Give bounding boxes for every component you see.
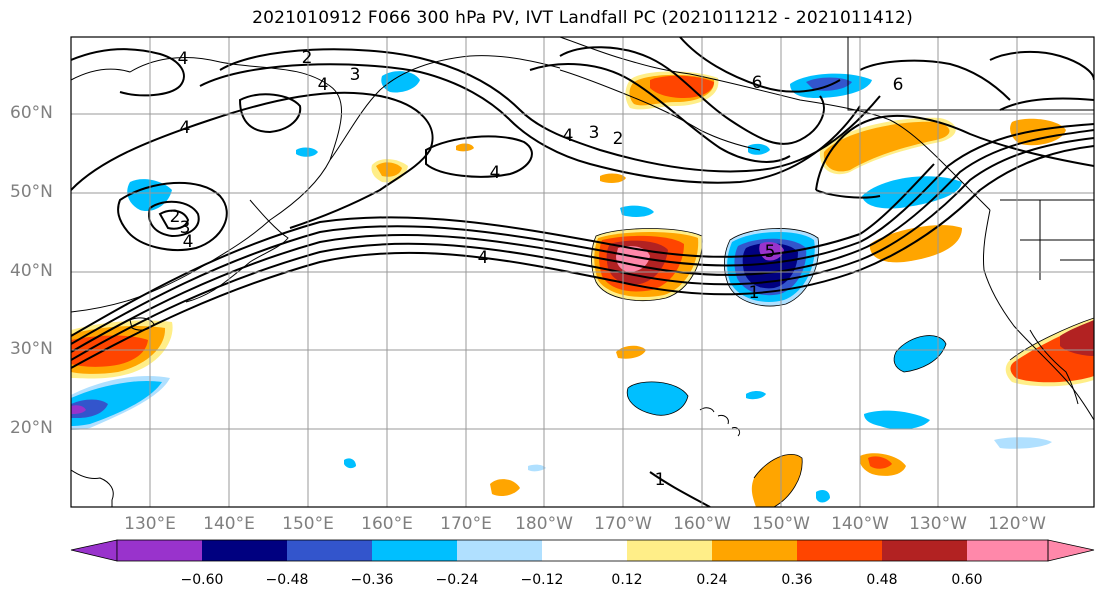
lat-label: 30°N (10, 339, 53, 359)
colorbar-bin (712, 540, 797, 561)
lat-label: 40°N (10, 261, 53, 281)
contour-label: 2 (302, 48, 313, 68)
colorbar-bin (797, 540, 882, 561)
lon-label: 130°W (909, 514, 967, 534)
lon-label: 170°E (440, 514, 492, 534)
colorbar-bin (627, 540, 712, 561)
contour-label: 4 (183, 232, 194, 252)
contour-label: 3 (350, 65, 361, 85)
colorbar-tick-label: 0.36 (781, 572, 813, 588)
contour-label: 3 (180, 218, 191, 238)
colorbar-tick-label: 0.12 (611, 572, 643, 588)
contour-label: 3 (589, 123, 600, 143)
lon-label: 170°W (594, 514, 652, 534)
colorbar-extend-high (1047, 539, 1095, 562)
colorbar-tick-label: 0.48 (866, 572, 898, 588)
colorbar-tick-label: 0.60 (951, 572, 983, 588)
contour-label: 5 (765, 242, 776, 262)
anomaly-positive-ca-offshore (869, 225, 962, 263)
colorbar-bin (457, 540, 542, 561)
contour-label: 4 (490, 163, 501, 183)
lon-label: 120°W (988, 514, 1046, 534)
contour-label: 1 (655, 470, 666, 490)
contour-label: 4 (478, 248, 489, 268)
map-frame (70, 36, 1095, 508)
lon-label: 150°E (282, 514, 334, 534)
map-title: 2021010912 F066 300 hPa PV, IVT Landfall… (252, 8, 913, 28)
colorbar-bin (117, 540, 202, 561)
anomaly-positive-bering (625, 71, 719, 110)
contour-label: 2 (170, 207, 181, 227)
anomaly-negative-centralpac (724, 228, 819, 306)
anomaly-negative-okhotsk (381, 71, 420, 93)
colorbar-bin (967, 540, 1048, 561)
contour-label: 4 (180, 118, 191, 138)
anomaly-negative-subtrop-east (894, 335, 946, 372)
lon-label: 160°E (361, 514, 413, 534)
colorbar-tick-label: −0.24 (435, 572, 479, 588)
colorbar-bin (882, 540, 967, 561)
colorbar-tick-label: 0.24 (696, 572, 728, 588)
contour-label: 4 (178, 49, 189, 69)
colorbar-tick-label: −0.48 (265, 572, 309, 588)
lon-label: 130°E (124, 514, 176, 534)
lat-label: 20°N (10, 418, 53, 438)
anomaly-negative-westpac (71, 375, 170, 430)
contour-label: 4 (563, 126, 574, 146)
contour-label: 6 (752, 73, 763, 93)
colorbar-tick-label: −0.12 (520, 572, 564, 588)
colorbar-bin (202, 540, 287, 561)
ivt-contour-outlines (591, 228, 1094, 507)
colorbar-tick-label: −0.36 (350, 572, 394, 588)
contour-label-group: 2 3 4 4 4 6 6 4 3 2 4 4 3 2 5 4 1 1 (170, 48, 904, 490)
lon-label: 150°W (752, 514, 810, 534)
colorbar-extend-low (70, 539, 118, 562)
lon-label: 160°W (673, 514, 731, 534)
colorbar-bin (372, 540, 457, 561)
graticule (71, 37, 1094, 507)
colorbar-bin (287, 540, 372, 561)
contour-label: 1 (749, 283, 760, 303)
anomaly-positive-baja (1005, 318, 1094, 387)
colorbar-bin (542, 540, 627, 561)
lon-label: 140°W (831, 514, 889, 534)
coastlines (71, 37, 1094, 507)
pv-contours (71, 37, 1094, 507)
lon-label: 180°W (515, 514, 573, 534)
contour-label: 2 (613, 129, 624, 149)
lon-label: 140°E (203, 514, 255, 534)
contour-label: 6 (893, 75, 904, 95)
colorbar-tick-label: −0.60 (180, 572, 224, 588)
colorbar (70, 539, 1095, 562)
lat-label: 50°N (10, 182, 53, 202)
anomaly-positive-gulf-alaska (819, 117, 1066, 175)
contour-label: 4 (318, 75, 329, 95)
anomaly-negative-hawaii-north (627, 381, 688, 416)
lat-label: 60°N (10, 103, 53, 123)
